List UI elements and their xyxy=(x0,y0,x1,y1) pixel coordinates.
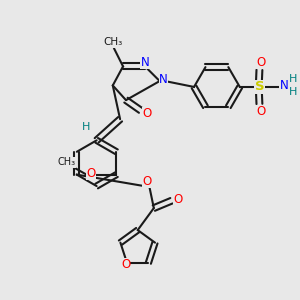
Text: H: H xyxy=(289,74,297,84)
Text: H: H xyxy=(289,87,297,97)
Text: N: N xyxy=(141,56,149,68)
Text: H: H xyxy=(82,122,91,132)
Text: O: O xyxy=(86,167,95,180)
Text: O: O xyxy=(142,175,151,188)
Text: O: O xyxy=(121,258,130,271)
Text: CH₃: CH₃ xyxy=(103,38,122,47)
Text: CH₃: CH₃ xyxy=(58,157,76,167)
Text: O: O xyxy=(173,193,182,206)
Text: N: N xyxy=(279,79,288,92)
Text: O: O xyxy=(256,105,266,118)
Text: N: N xyxy=(159,73,168,86)
Text: S: S xyxy=(255,80,264,93)
Text: O: O xyxy=(256,56,266,69)
Text: O: O xyxy=(142,107,152,120)
